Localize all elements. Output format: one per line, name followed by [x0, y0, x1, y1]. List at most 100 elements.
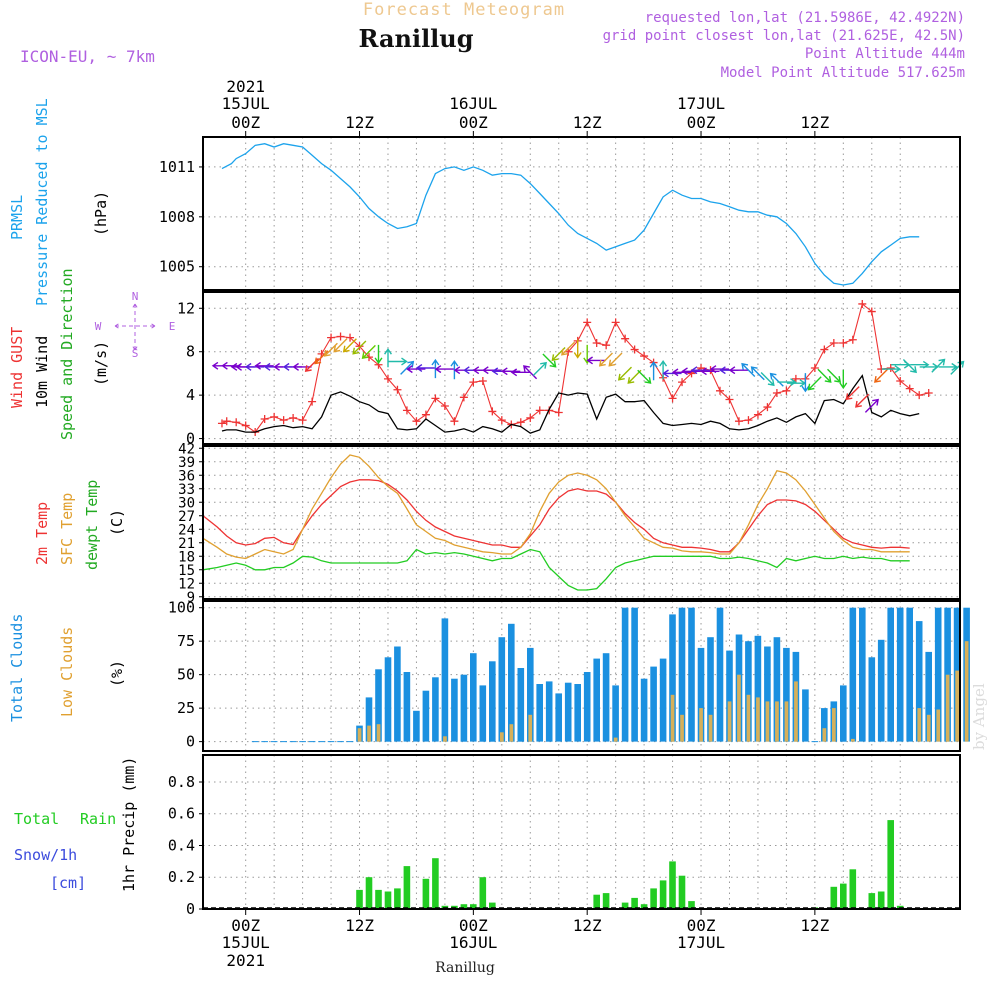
total-cloud-bar: [432, 677, 439, 742]
pressure-unit: (hPa): [92, 191, 110, 236]
wind-ytick-label: 4: [186, 386, 195, 404]
rain-bar: [356, 889, 363, 909]
gust-marker: [412, 417, 421, 426]
compass-w: W: [95, 320, 102, 333]
pressure-frame: [202, 136, 961, 291]
rain-bar: [849, 869, 857, 909]
wind-direction-arrow: [760, 372, 775, 387]
clouds-label-total: Total Clouds: [8, 614, 26, 722]
gust-marker: [459, 393, 468, 402]
wind-direction-arrow: [938, 362, 958, 371]
wind-ytick-label: 8: [186, 343, 195, 361]
gust-marker: [725, 395, 734, 404]
wind-label-10m: 10m Wind: [33, 336, 51, 408]
total-cloud-bar: [650, 666, 657, 742]
wind-direction-arrow: [384, 347, 392, 368]
low-cloud-bar: [376, 724, 381, 742]
temp-ytick-label: 9: [187, 590, 195, 606]
bottom-axis-year: 2021: [226, 951, 265, 970]
wind-direction-arrow: [333, 338, 348, 353]
total-cloud-bar: [877, 639, 885, 742]
rain-bar: [479, 877, 487, 909]
rain-bar: [640, 904, 648, 909]
wind-frame: [202, 291, 961, 445]
gust-marker: [469, 378, 478, 387]
gust-marker: [810, 364, 819, 372]
total-cloud-bar: [896, 607, 904, 742]
plot-layer: 1005100810110481291215182124273033363942…: [8, 77, 970, 970]
location-title: Ranillug: [358, 24, 473, 53]
gust-marker: [222, 417, 231, 426]
total-cloud-bar: [840, 685, 847, 742]
rain-bar: [394, 888, 401, 909]
rain-bar: [365, 877, 373, 909]
clouds-ytick-label: 75: [177, 632, 195, 650]
gust-marker: [440, 402, 449, 410]
wind-direction-arrow: [542, 353, 557, 368]
precip-label-rain: Rain: [80, 810, 116, 828]
gust-marker: [621, 334, 630, 343]
temp-ytick-label: 33: [178, 482, 195, 498]
gust-marker: [232, 418, 241, 427]
wind-direction-arrow: [827, 368, 842, 383]
total-cloud-bar: [773, 637, 781, 742]
total-cloud-bar: [394, 646, 401, 742]
total-cloud-bar: [574, 684, 581, 742]
temp-plot-area: [203, 446, 960, 599]
total-cloud-bar: [716, 607, 724, 742]
total-cloud-bar: [583, 672, 591, 742]
wind-direction-arrow: [532, 361, 547, 376]
wind-direction-arrow: [573, 339, 582, 359]
wind-direction-arrow: [561, 341, 576, 356]
wind-direction-arrow: [501, 367, 521, 376]
model-altitude: Model Point Altitude 517.625m: [721, 65, 965, 81]
wind-direction-arrow: [434, 365, 454, 374]
wind-direction-arrow: [681, 367, 701, 376]
model-label: ICON-EU, ~ 7km: [20, 47, 155, 66]
total-cloud-bar: [403, 672, 411, 742]
low-cloud-bar: [945, 674, 950, 742]
gust-marker: [583, 318, 592, 327]
total-cloud-bar: [726, 650, 733, 742]
gust-marker: [327, 333, 336, 342]
gust-marker: [858, 299, 867, 308]
gust-marker: [450, 417, 459, 426]
wind-direction-arrow: [361, 344, 376, 359]
gust-marker: [896, 377, 905, 386]
wind-ytick-label: 0: [186, 430, 195, 448]
grid-point-coords: grid point closest lon,lat (21.625E, 42.…: [603, 28, 965, 44]
temp-ytick-label: 15: [178, 563, 195, 579]
temp-ytick-label: 24: [178, 522, 195, 538]
rain-bar: [688, 901, 695, 909]
gust-marker: [260, 415, 269, 424]
total-cloud-bar: [545, 681, 553, 742]
total-cloud-bar: [375, 669, 382, 742]
total-cloud-bar: [849, 607, 857, 742]
low-cloud-bar: [670, 694, 675, 742]
low-cloud-bar: [832, 708, 836, 742]
rain-bar: [489, 902, 496, 909]
total-cloud-bar: [802, 689, 809, 742]
total-cloud-bar: [508, 623, 515, 742]
low-cloud-bar: [917, 708, 922, 742]
clouds-label-low: Low Clouds: [58, 627, 76, 717]
bottom-axis-date: 16JUL: [449, 933, 497, 952]
top-axis-hour: 00Z: [231, 113, 260, 132]
gust-marker: [611, 318, 620, 327]
gust-marker: [431, 394, 440, 403]
rain-bar: [621, 902, 629, 909]
temp-unit: (C): [108, 509, 126, 536]
temp-ytick-label: 12: [178, 576, 195, 592]
rain-bar: [384, 891, 392, 909]
wind-direction-arrow: [406, 365, 426, 374]
total-cloud-bar: [821, 708, 828, 742]
rain-bar: [593, 894, 600, 909]
precip-frame: [202, 754, 961, 910]
wind-ytick-label: 12: [177, 299, 195, 317]
gust-marker: [630, 345, 639, 354]
total-cloud-bar: [384, 657, 392, 742]
gust-marker: [402, 406, 411, 415]
gust-marker: [478, 377, 487, 386]
precip-label-snow: Snow/1h: [14, 846, 77, 864]
